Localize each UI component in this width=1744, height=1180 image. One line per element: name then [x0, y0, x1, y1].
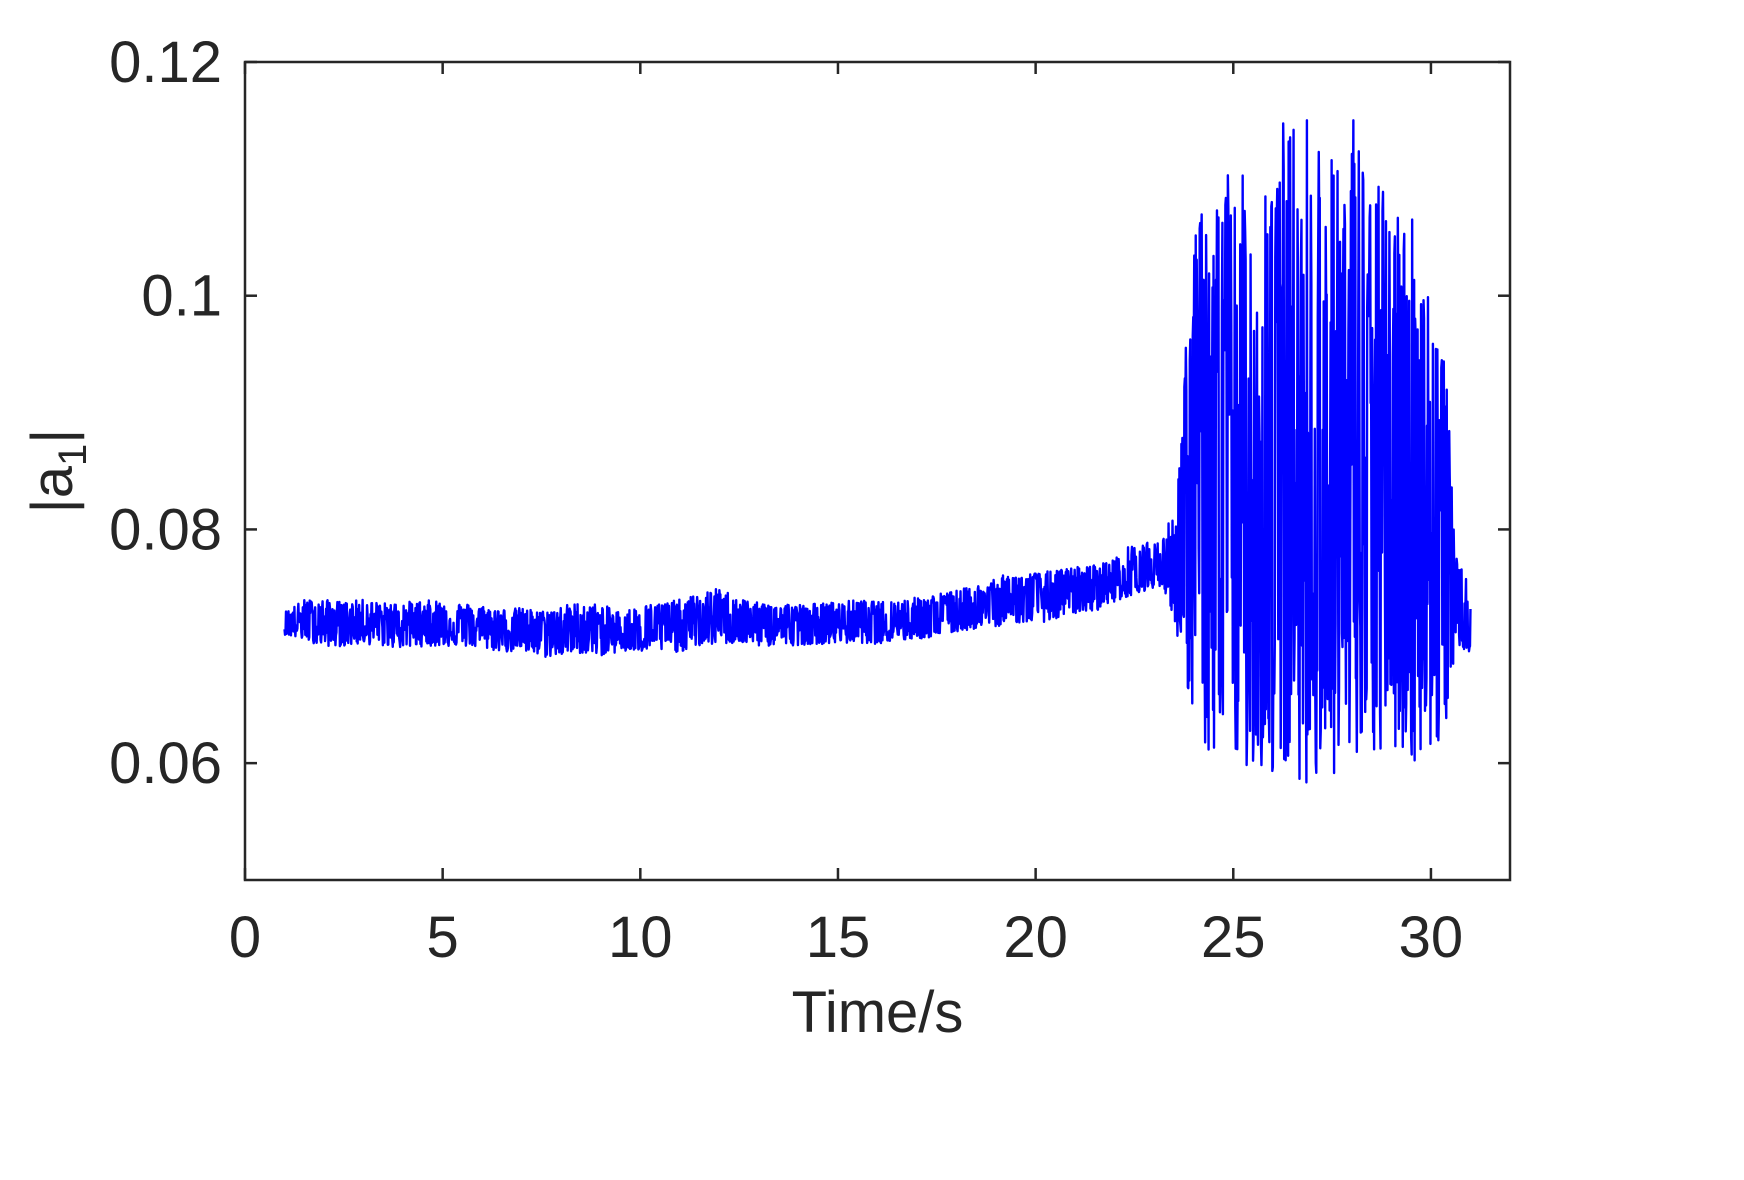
x-tick-label: 15: [806, 905, 871, 970]
series-line: [283, 119, 1472, 784]
x-axis-title: Time/s: [792, 980, 964, 1045]
y-tick-label: 0.12: [109, 30, 222, 95]
y-axis-title-base: |a: [20, 465, 85, 513]
x-tick-label: 30: [1399, 905, 1464, 970]
x-tick-label: 10: [608, 905, 673, 970]
y-tick-label: 0.08: [109, 497, 222, 562]
x-tick-label: 25: [1201, 905, 1266, 970]
axes-box: [243, 60, 1512, 882]
y-tick-label: 0.06: [109, 731, 222, 796]
x-tick-label: 0: [229, 905, 261, 970]
series-layer: [283, 119, 1472, 784]
x-tick-label: 5: [427, 905, 459, 970]
y-axis-title: |a1|: [20, 429, 95, 514]
x-tick-labels: 0 5 10 15 20 25 30: [229, 905, 1463, 970]
tick-layer: [243, 60, 1510, 880]
y-tick-label: 0.1: [141, 264, 222, 329]
y-axis-title-close: |: [20, 429, 85, 444]
x-tick-label: 20: [1003, 905, 1068, 970]
y-axis-title-subscript: 1: [51, 444, 95, 466]
y-tick-labels: 0.06 0.08 0.1 0.12: [109, 30, 222, 796]
